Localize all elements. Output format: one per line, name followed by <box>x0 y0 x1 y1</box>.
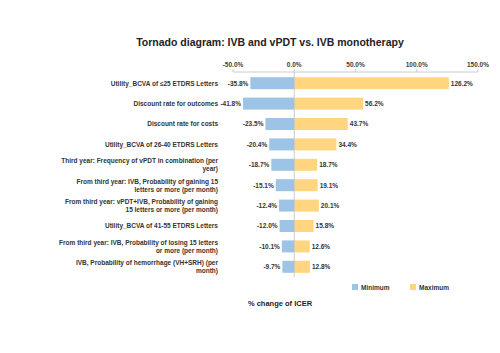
bar <box>276 179 294 191</box>
tick-label: -50.0% <box>223 61 244 68</box>
data-label: 56.2% <box>365 100 384 107</box>
bar <box>269 138 294 150</box>
bar <box>280 220 295 232</box>
title: Tornado diagram: IVB and vPDT vs. IVB mo… <box>136 36 404 48</box>
category-line: Discount rate for costs <box>147 120 218 127</box>
data-label: 43.7% <box>350 120 369 127</box>
bar <box>294 159 317 171</box>
zero-line <box>294 72 295 277</box>
data-label: 12.6% <box>312 243 331 250</box>
data-label: -20.4% <box>247 141 268 148</box>
data-label: 126.2% <box>451 80 473 87</box>
category-label: From third year: IVB, Probability of los… <box>59 239 218 255</box>
category-label: IVB, Probability of hemorrhage (VH+SRH) … <box>76 259 219 275</box>
tick <box>355 69 356 72</box>
tick <box>478 69 479 72</box>
category-line: From third year: IVB, Probability of los… <box>59 239 218 247</box>
category-line: From third year: vPDT+IVB, Probability o… <box>65 198 218 206</box>
category-line: Utility_BCVA of 26-40 ETDRS Letters <box>105 141 218 149</box>
axis-label: % change of ICER <box>248 299 313 308</box>
category-line: Utility_BCVA of ≤25 ETDRS Letters <box>111 80 219 88</box>
bar <box>282 240 294 252</box>
bar <box>294 261 310 273</box>
tick-label: 150.0% <box>467 61 489 68</box>
data-label: -9.7% <box>263 263 280 270</box>
data-label: 34.4% <box>338 141 357 148</box>
data-label: -41.8% <box>220 100 241 107</box>
bar <box>294 200 319 212</box>
tick-label: 0.0% <box>287 61 302 68</box>
data-label: 18.7% <box>319 161 338 168</box>
chart: Tornado diagram: IVB and vPDT vs. IVB mo… <box>0 0 500 353</box>
data-label: -18.7% <box>249 161 270 168</box>
category-label: Discount rate for costs <box>147 120 218 127</box>
legend-label: Minimum <box>361 284 390 291</box>
data-label: -10.1% <box>259 243 280 250</box>
data-label: 20.1% <box>321 202 340 209</box>
category-line: IVB, Probability of hemorrhage (VH+SRH) … <box>76 259 219 267</box>
bar <box>271 159 294 171</box>
category-label: From third year: vPDT+IVB, Probability o… <box>65 198 218 214</box>
bar <box>279 200 294 212</box>
bar <box>265 118 294 130</box>
category-line: month) <box>196 267 218 275</box>
data-label: -15.1% <box>253 182 274 189</box>
data-label: -12.0% <box>257 222 278 229</box>
category-line: From third year: IVB, Probability of gai… <box>76 178 218 186</box>
bar <box>294 179 317 191</box>
bar <box>294 220 313 232</box>
bars <box>243 77 449 273</box>
category-label: Third year: Frequency of vPDT in combina… <box>61 157 218 173</box>
data-label: -23.5% <box>243 120 264 127</box>
bar <box>294 77 449 89</box>
bar <box>243 98 294 110</box>
category-label: Utility_BCVA of 41-55 ETDRS Letters <box>105 222 218 230</box>
legend-swatch <box>410 284 416 290</box>
background <box>0 0 500 353</box>
bar <box>282 261 294 273</box>
category-line: 15 letters or more (per month) <box>126 206 218 214</box>
tick <box>294 69 295 72</box>
category-label: Utility_BCVA of ≤25 ETDRS Letters <box>111 80 219 88</box>
category-line: year) <box>202 165 218 173</box>
category-line: Third year: Frequency of vPDT in combina… <box>61 157 218 165</box>
category-label: Discount rate for outcomes <box>133 100 218 107</box>
data-label: -35.8% <box>228 80 249 87</box>
category-line: letters or more (per month) <box>135 186 218 194</box>
tick-label: 100.0% <box>406 61 428 68</box>
legend-label: Maximum <box>419 284 449 291</box>
category-label: Utility_BCVA of 26-40 ETDRS Letters <box>105 141 218 149</box>
category-line: Discount rate for outcomes <box>133 100 218 107</box>
data-label: 15.8% <box>316 222 335 229</box>
category-line: Utility_BCVA of 41-55 ETDRS Letters <box>105 222 218 230</box>
category-label: From third year: IVB, Probability of gai… <box>76 178 218 194</box>
tick-label: 50.0% <box>346 61 365 68</box>
tick <box>233 69 234 72</box>
data-label: -12.4% <box>256 202 277 209</box>
bar <box>294 240 309 252</box>
legend-swatch <box>352 284 358 290</box>
tick <box>416 69 417 72</box>
bar <box>250 77 294 89</box>
category-line: or more (per month) <box>156 247 218 255</box>
bar <box>294 98 363 110</box>
data-label: 12.8% <box>312 263 331 270</box>
bar <box>294 138 336 150</box>
bar <box>294 118 348 130</box>
data-label: 19.1% <box>320 182 339 189</box>
